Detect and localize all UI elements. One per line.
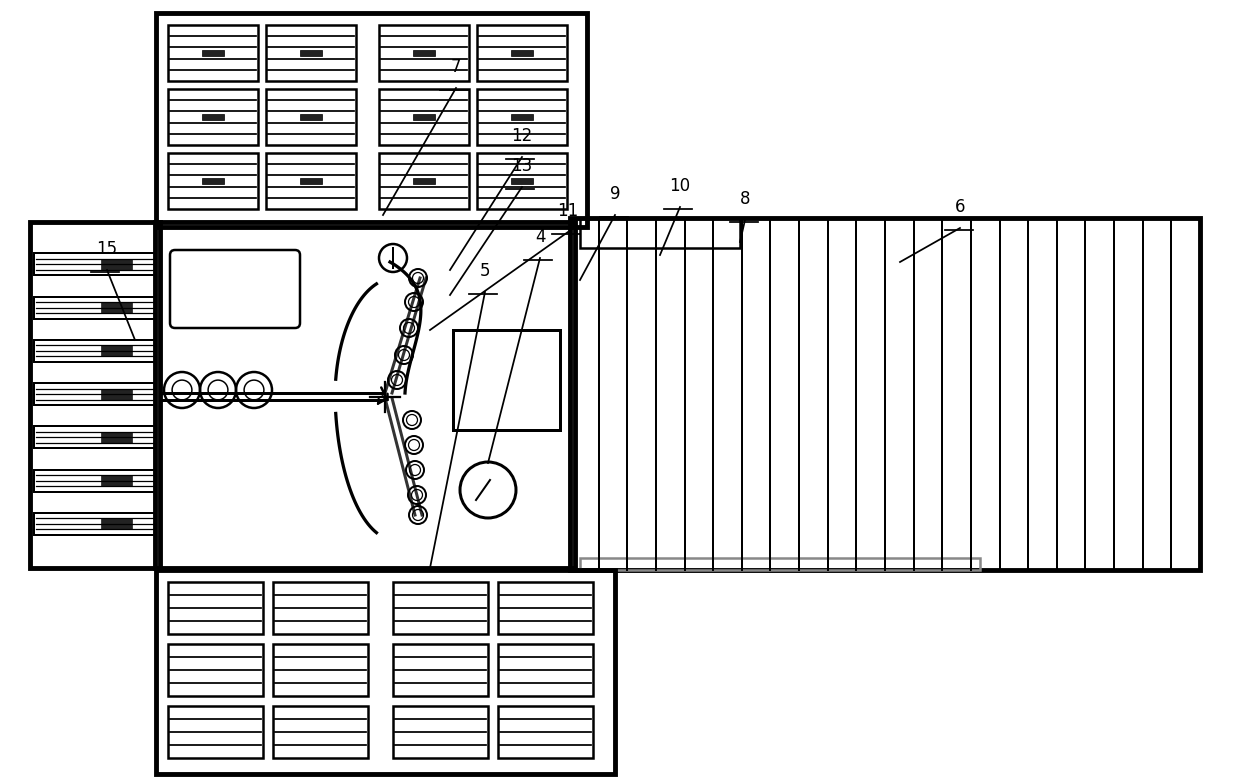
Bar: [393, 644, 489, 696]
Text: 15: 15: [97, 240, 118, 258]
Bar: [202, 177, 223, 184]
Text: 8: 8: [740, 190, 750, 208]
Bar: [167, 153, 258, 209]
Bar: [477, 153, 567, 209]
Bar: [477, 25, 567, 81]
Bar: [202, 114, 223, 121]
Bar: [267, 89, 356, 145]
Bar: [167, 644, 263, 696]
Bar: [570, 218, 1200, 570]
Bar: [413, 177, 435, 184]
Bar: [379, 153, 469, 209]
Bar: [102, 345, 131, 356]
Bar: [511, 114, 533, 121]
Bar: [156, 13, 587, 227]
Bar: [102, 475, 131, 486]
Bar: [33, 383, 156, 405]
Bar: [511, 50, 533, 56]
Bar: [155, 222, 575, 568]
Bar: [273, 582, 368, 634]
Text: 6: 6: [955, 198, 965, 216]
Bar: [267, 153, 356, 209]
Bar: [498, 706, 593, 758]
Bar: [273, 644, 368, 696]
Bar: [33, 254, 156, 275]
Text: 5: 5: [480, 262, 490, 280]
Bar: [156, 570, 615, 774]
Bar: [167, 706, 263, 758]
Bar: [477, 89, 567, 145]
Bar: [102, 302, 131, 313]
Bar: [453, 330, 560, 430]
Text: 11: 11: [557, 202, 579, 220]
Bar: [300, 114, 322, 121]
Bar: [393, 706, 489, 758]
Bar: [33, 426, 156, 448]
Bar: [102, 388, 131, 399]
Bar: [580, 218, 740, 248]
Bar: [33, 513, 156, 534]
Text: 4: 4: [534, 228, 546, 246]
Bar: [167, 25, 258, 81]
Bar: [202, 50, 223, 56]
Bar: [167, 89, 258, 145]
Bar: [102, 432, 131, 443]
Text: 9: 9: [610, 185, 620, 203]
Text: 12: 12: [511, 127, 533, 145]
Bar: [102, 518, 131, 529]
Bar: [379, 25, 469, 81]
Bar: [300, 177, 322, 184]
Bar: [167, 582, 263, 634]
Bar: [267, 25, 356, 81]
Bar: [33, 296, 156, 318]
Bar: [413, 50, 435, 56]
Text: 7: 7: [451, 58, 461, 76]
Bar: [498, 644, 593, 696]
Text: 10: 10: [670, 177, 691, 195]
Bar: [102, 259, 131, 270]
Bar: [379, 89, 469, 145]
Text: 13: 13: [511, 157, 533, 175]
Bar: [273, 706, 368, 758]
Bar: [393, 582, 489, 634]
Bar: [498, 582, 593, 634]
Bar: [580, 558, 980, 570]
Bar: [300, 50, 322, 56]
Bar: [30, 222, 160, 568]
Bar: [33, 469, 156, 492]
Bar: [33, 340, 156, 362]
Bar: [511, 177, 533, 184]
Bar: [413, 114, 435, 121]
